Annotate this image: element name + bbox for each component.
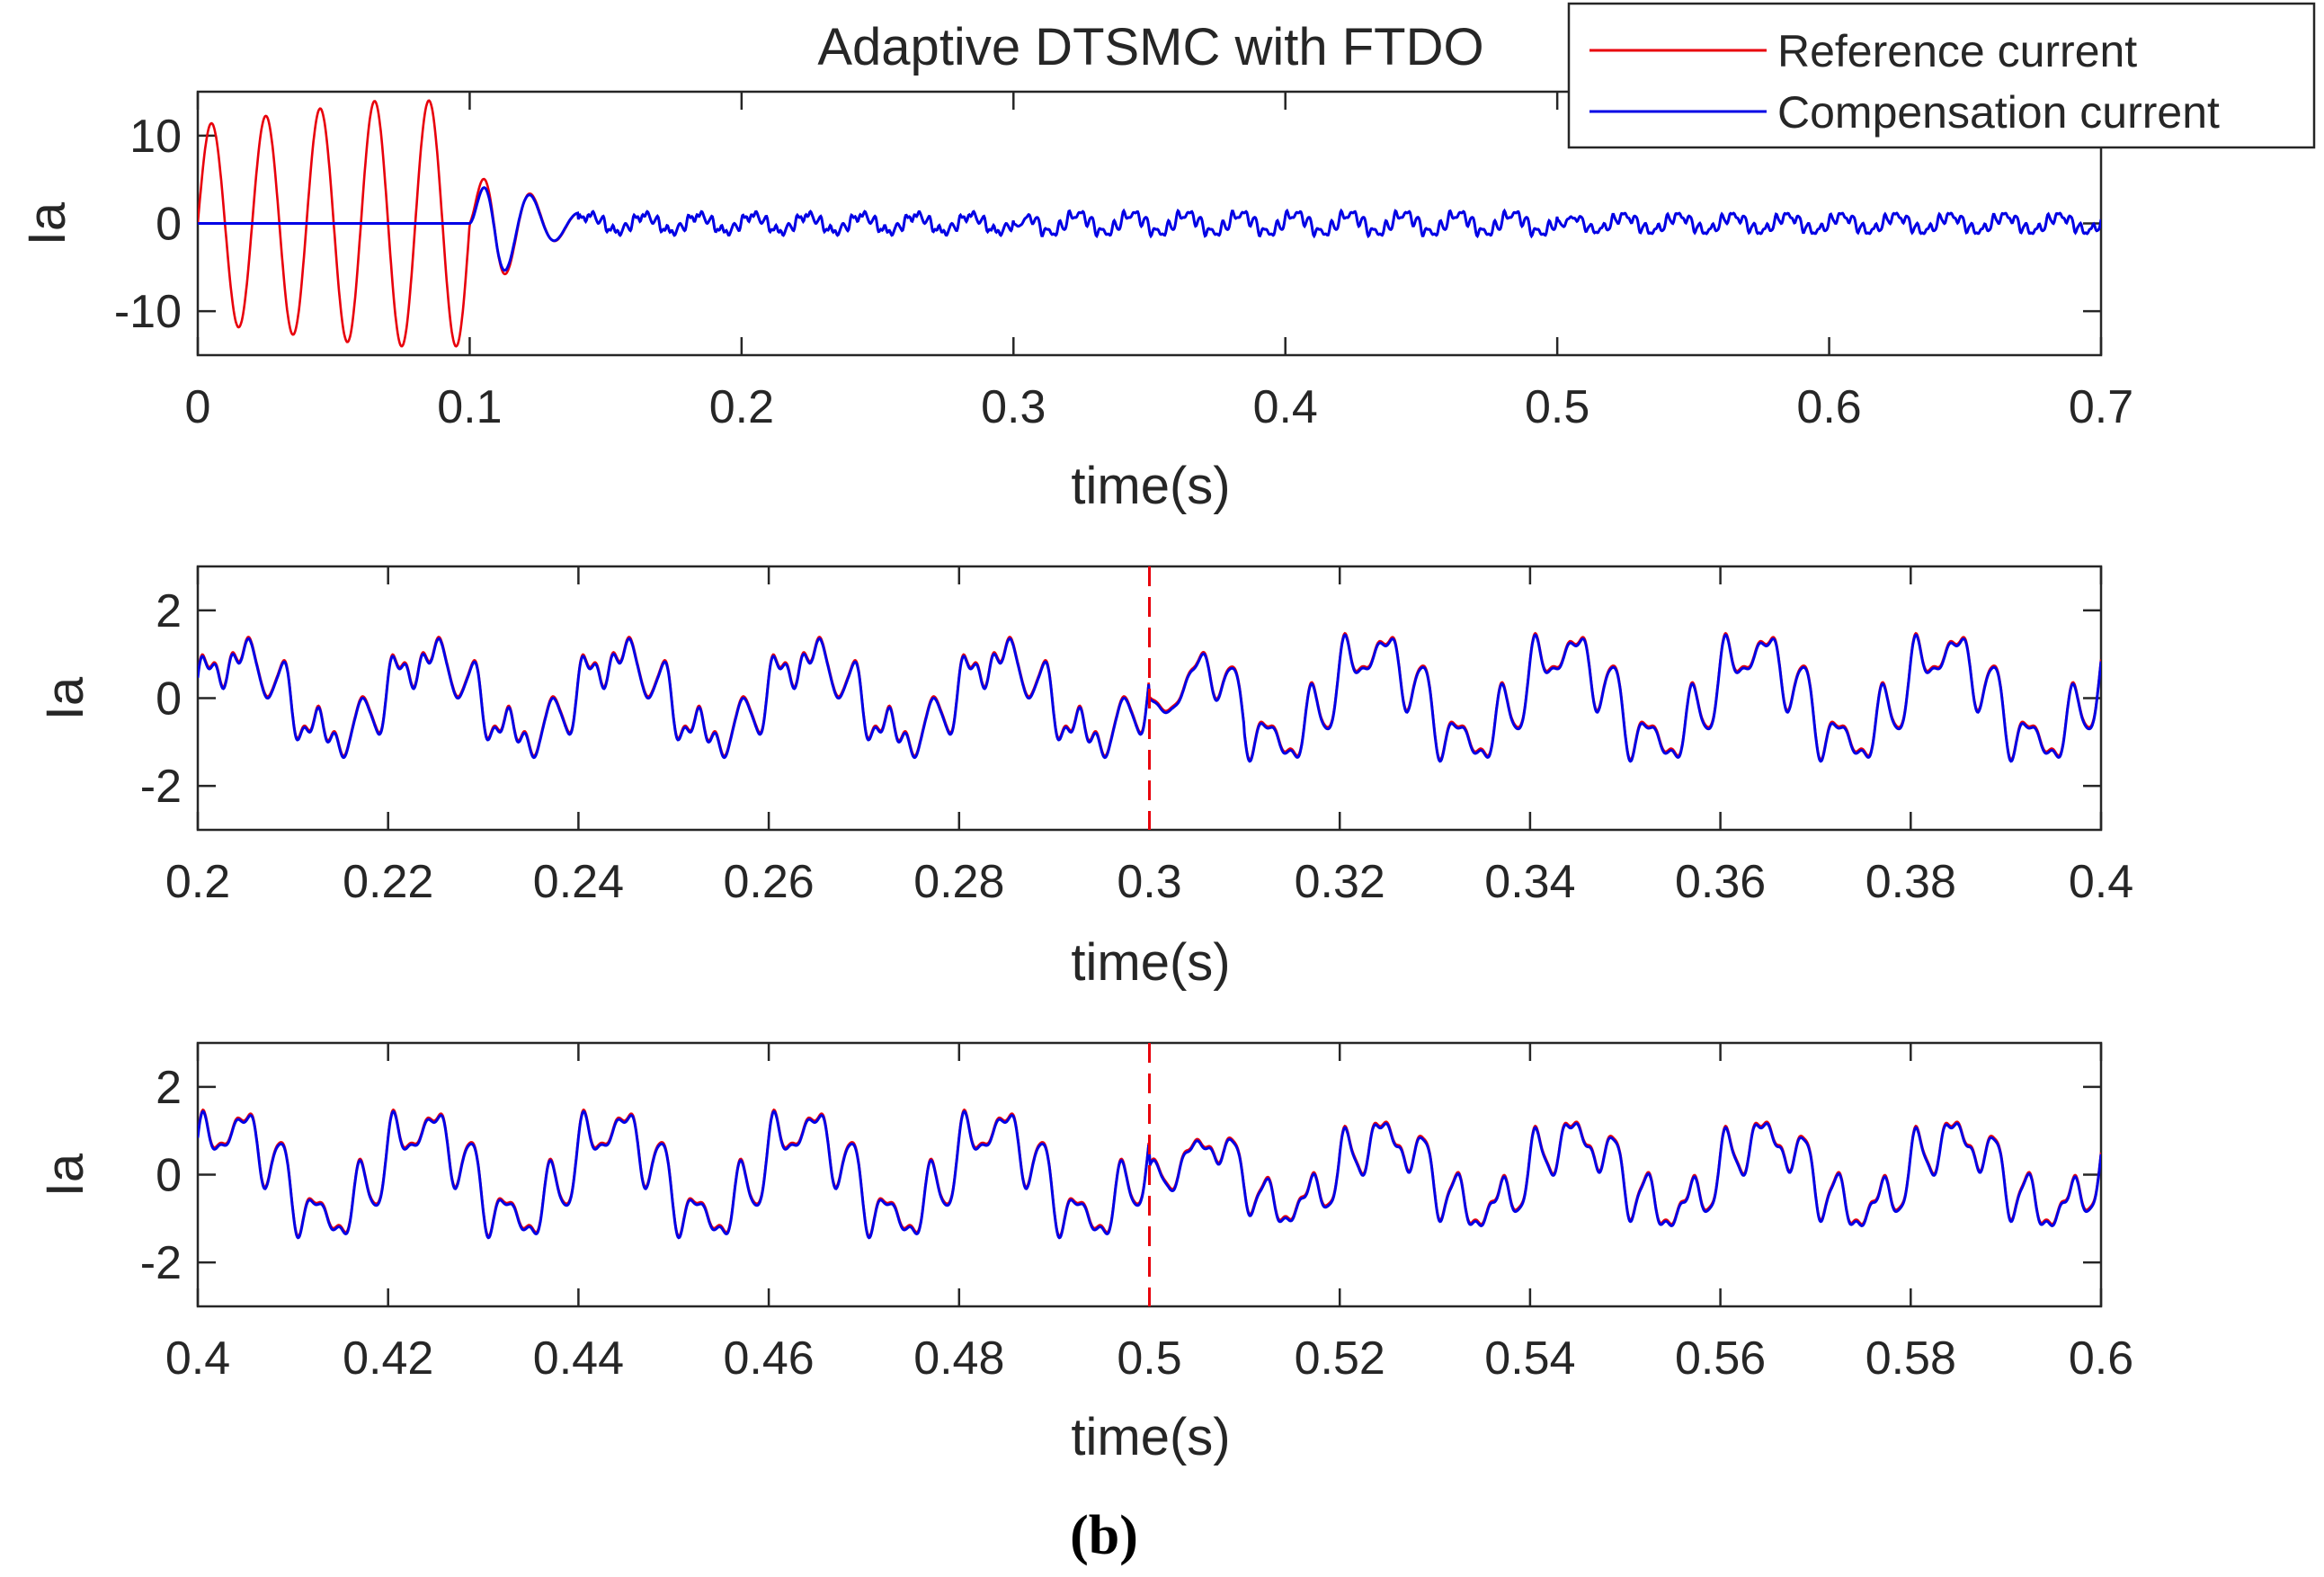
panel-top: Adaptive DTSMC with FTDO 0 0.1 0.2 0.3 0.4 0.…: [18, 2, 2316, 515]
x-tick-label: 0.22: [343, 856, 433, 908]
x-tick-label: 0.54: [1484, 1332, 1575, 1385]
x-axis-label-bottom: time(s): [1071, 1408, 1230, 1466]
x-tick-label: 0.48: [913, 1332, 1004, 1385]
panel-bottom: 0.4 0.42 0.44 0.46 0.48 0.5 0.52 0.54 0.56 0.58 0.…: [36, 1041, 2133, 1466]
x-tick-label: 0.58: [1865, 1332, 1956, 1385]
y-tick-label: 10: [129, 111, 182, 163]
x-tick-label: 0.36: [1675, 856, 1766, 908]
x-tick-label: 0.6: [1796, 381, 1861, 433]
x-tick-label: 0.44: [533, 1332, 624, 1385]
x-tick-label: 0.5: [1117, 1332, 1181, 1385]
x-tick-label: 0: [185, 381, 211, 433]
x-tick-label: 0.4: [1253, 381, 1318, 433]
x-tick-label: 0.4: [2069, 856, 2133, 908]
y-tick-label: 2: [156, 585, 182, 637]
x-axis-label-middle: time(s): [1071, 933, 1230, 992]
x-tick-label: 0.56: [1675, 1332, 1766, 1385]
y-tick-label: 0: [156, 673, 182, 726]
x-tick-label: 0.1: [437, 381, 502, 433]
y-tick-label: -2: [140, 761, 182, 813]
legend-label-compensation: Compensation current: [1777, 87, 2220, 138]
x-tick-label: 0.2: [165, 856, 230, 908]
x-tick-label: 0.28: [913, 856, 1004, 908]
caption-letter: b: [1089, 1505, 1119, 1566]
legend-label-reference: Reference current: [1777, 26, 2137, 76]
x-tick-label: 0.5: [1525, 381, 1589, 433]
x-tick-label: 0.6: [2069, 1332, 2133, 1385]
x-tick-label: 0.24: [533, 856, 624, 908]
caption-open: (: [1070, 1505, 1089, 1566]
legend-box: [1567, 2, 2316, 149]
x-tick-label: 0.34: [1484, 856, 1575, 908]
y-tick-label: -2: [140, 1237, 182, 1289]
x-tick-label: 0.2: [709, 381, 774, 433]
x-tick-label: 0.3: [981, 381, 1046, 433]
y-tick-label: 0: [156, 1150, 182, 1202]
x-axis-label-top: time(s): [1071, 457, 1230, 515]
y-axis-label-middle: Ia: [36, 676, 94, 720]
panel-middle: 0.2 0.22 0.24 0.26 0.28 0.3 0.32 0.34 0.36 0.38 0.…: [36, 565, 2133, 992]
y-axis-label-bottom: Ia: [36, 1153, 94, 1197]
x-tick-label: 0.7: [2069, 381, 2133, 433]
x-tick-label: 0.26: [723, 856, 814, 908]
x-tick-label: 0.3: [1117, 856, 1181, 908]
legend[interactable]: Reference current Compensation current: [1567, 2, 2316, 149]
x-tick-label: 0.42: [343, 1332, 433, 1385]
series-compensation-current: [198, 186, 2101, 272]
caption-close: ): [1119, 1505, 1138, 1566]
y-tick-label: 2: [156, 1062, 182, 1114]
x-tick-label: 0.4: [165, 1332, 230, 1385]
x-tick-label: 0.32: [1295, 856, 1385, 908]
chart-title: Adaptive DTSMC with FTDO: [817, 18, 1483, 76]
y-tick-label: -10: [114, 286, 182, 338]
x-tick-label: 0.52: [1295, 1332, 1385, 1385]
figure-caption: (b): [1070, 1505, 1138, 1566]
x-tick-label: 0.46: [723, 1332, 814, 1385]
y-tick-label: 0: [156, 199, 182, 251]
y-axis-label-top: Ia: [18, 201, 76, 245]
x-tick-label: 0.38: [1865, 856, 1956, 908]
